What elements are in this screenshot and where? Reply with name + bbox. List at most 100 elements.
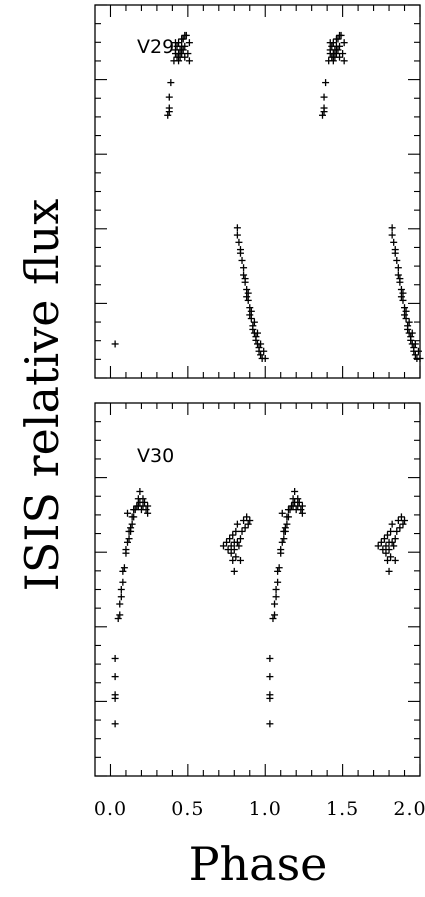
data-point <box>286 506 294 514</box>
data-point <box>226 535 234 543</box>
data-point <box>298 509 306 517</box>
data-point <box>261 354 269 362</box>
data-point <box>244 289 252 297</box>
data-point <box>298 502 306 510</box>
data-point <box>380 535 388 543</box>
data-point <box>227 549 235 557</box>
data-point <box>340 39 348 47</box>
panel-v30-points <box>111 487 409 728</box>
data-point <box>416 354 424 362</box>
data-point <box>295 498 303 506</box>
data-point <box>274 567 282 575</box>
data-point <box>246 311 254 319</box>
data-point <box>385 546 393 554</box>
data-point <box>339 50 347 58</box>
panel-v30: V30 <box>94 402 421 777</box>
data-point <box>144 502 152 510</box>
data-point <box>271 611 279 619</box>
data-point <box>131 506 139 514</box>
data-point <box>390 238 398 246</box>
data-point <box>329 57 337 65</box>
data-point <box>178 50 186 58</box>
data-point <box>397 293 405 301</box>
data-point <box>229 531 237 539</box>
panel-v29: V29 <box>94 4 424 379</box>
data-point <box>240 517 248 525</box>
data-point <box>414 347 422 355</box>
data-point <box>233 520 241 528</box>
data-point <box>128 520 136 528</box>
data-point <box>241 524 249 532</box>
data-point <box>340 57 348 65</box>
data-point <box>284 513 292 521</box>
data-point <box>240 264 248 272</box>
data-point <box>397 513 405 521</box>
data-point <box>382 542 390 550</box>
data-point <box>244 296 252 304</box>
data-point <box>165 104 173 112</box>
data-point <box>405 318 413 326</box>
data-point <box>391 556 399 564</box>
data-point <box>233 231 241 239</box>
data-point <box>291 487 299 495</box>
panel-v29-ticks <box>95 4 421 379</box>
data-point <box>396 524 404 532</box>
data-point <box>124 509 131 517</box>
data-point <box>249 325 257 333</box>
x-tick-label: 1.5 <box>326 798 359 820</box>
data-point <box>266 673 274 681</box>
data-point <box>230 546 238 554</box>
data-point <box>184 50 192 58</box>
data-point <box>319 111 326 119</box>
data-point <box>332 50 340 58</box>
data-point <box>404 325 412 333</box>
data-point <box>240 271 248 279</box>
data-point <box>411 351 419 359</box>
data-point <box>165 93 173 101</box>
data-point <box>332 35 340 43</box>
data-point <box>269 615 277 623</box>
data-point <box>179 46 187 54</box>
data-point <box>111 720 119 728</box>
data-point <box>257 340 265 348</box>
data-point <box>388 520 396 528</box>
data-point <box>326 39 334 47</box>
data-point <box>388 224 396 232</box>
data-point <box>236 556 244 564</box>
data-point <box>391 249 399 257</box>
data-point <box>223 538 231 546</box>
data-point <box>401 311 409 319</box>
data-point <box>235 542 243 550</box>
data-point <box>127 524 135 532</box>
data-point <box>379 546 387 554</box>
data-point <box>393 256 401 264</box>
data-point <box>377 538 385 546</box>
data-point <box>385 567 393 575</box>
data-point <box>374 542 382 550</box>
data-point <box>124 538 131 546</box>
data-point <box>116 600 124 608</box>
panel-v29-label: V29 <box>137 36 174 58</box>
data-point <box>246 517 254 525</box>
x-tick-label: 0.0 <box>94 798 127 820</box>
data-point <box>394 517 402 525</box>
data-point <box>401 304 409 312</box>
data-point <box>141 498 149 506</box>
data-point <box>244 520 252 528</box>
data-point <box>171 39 179 47</box>
data-point <box>387 553 395 561</box>
data-point <box>411 340 419 348</box>
data-point <box>336 53 344 61</box>
data-point <box>142 506 150 514</box>
data-point <box>278 538 286 546</box>
data-point <box>185 39 193 47</box>
data-point <box>274 578 282 586</box>
data-point <box>402 315 410 323</box>
data-point <box>382 549 390 557</box>
data-point <box>320 93 328 101</box>
data-point <box>297 506 305 514</box>
data-point <box>111 654 119 662</box>
data-point <box>384 531 391 539</box>
data-point <box>394 271 402 279</box>
data-point <box>122 546 130 554</box>
